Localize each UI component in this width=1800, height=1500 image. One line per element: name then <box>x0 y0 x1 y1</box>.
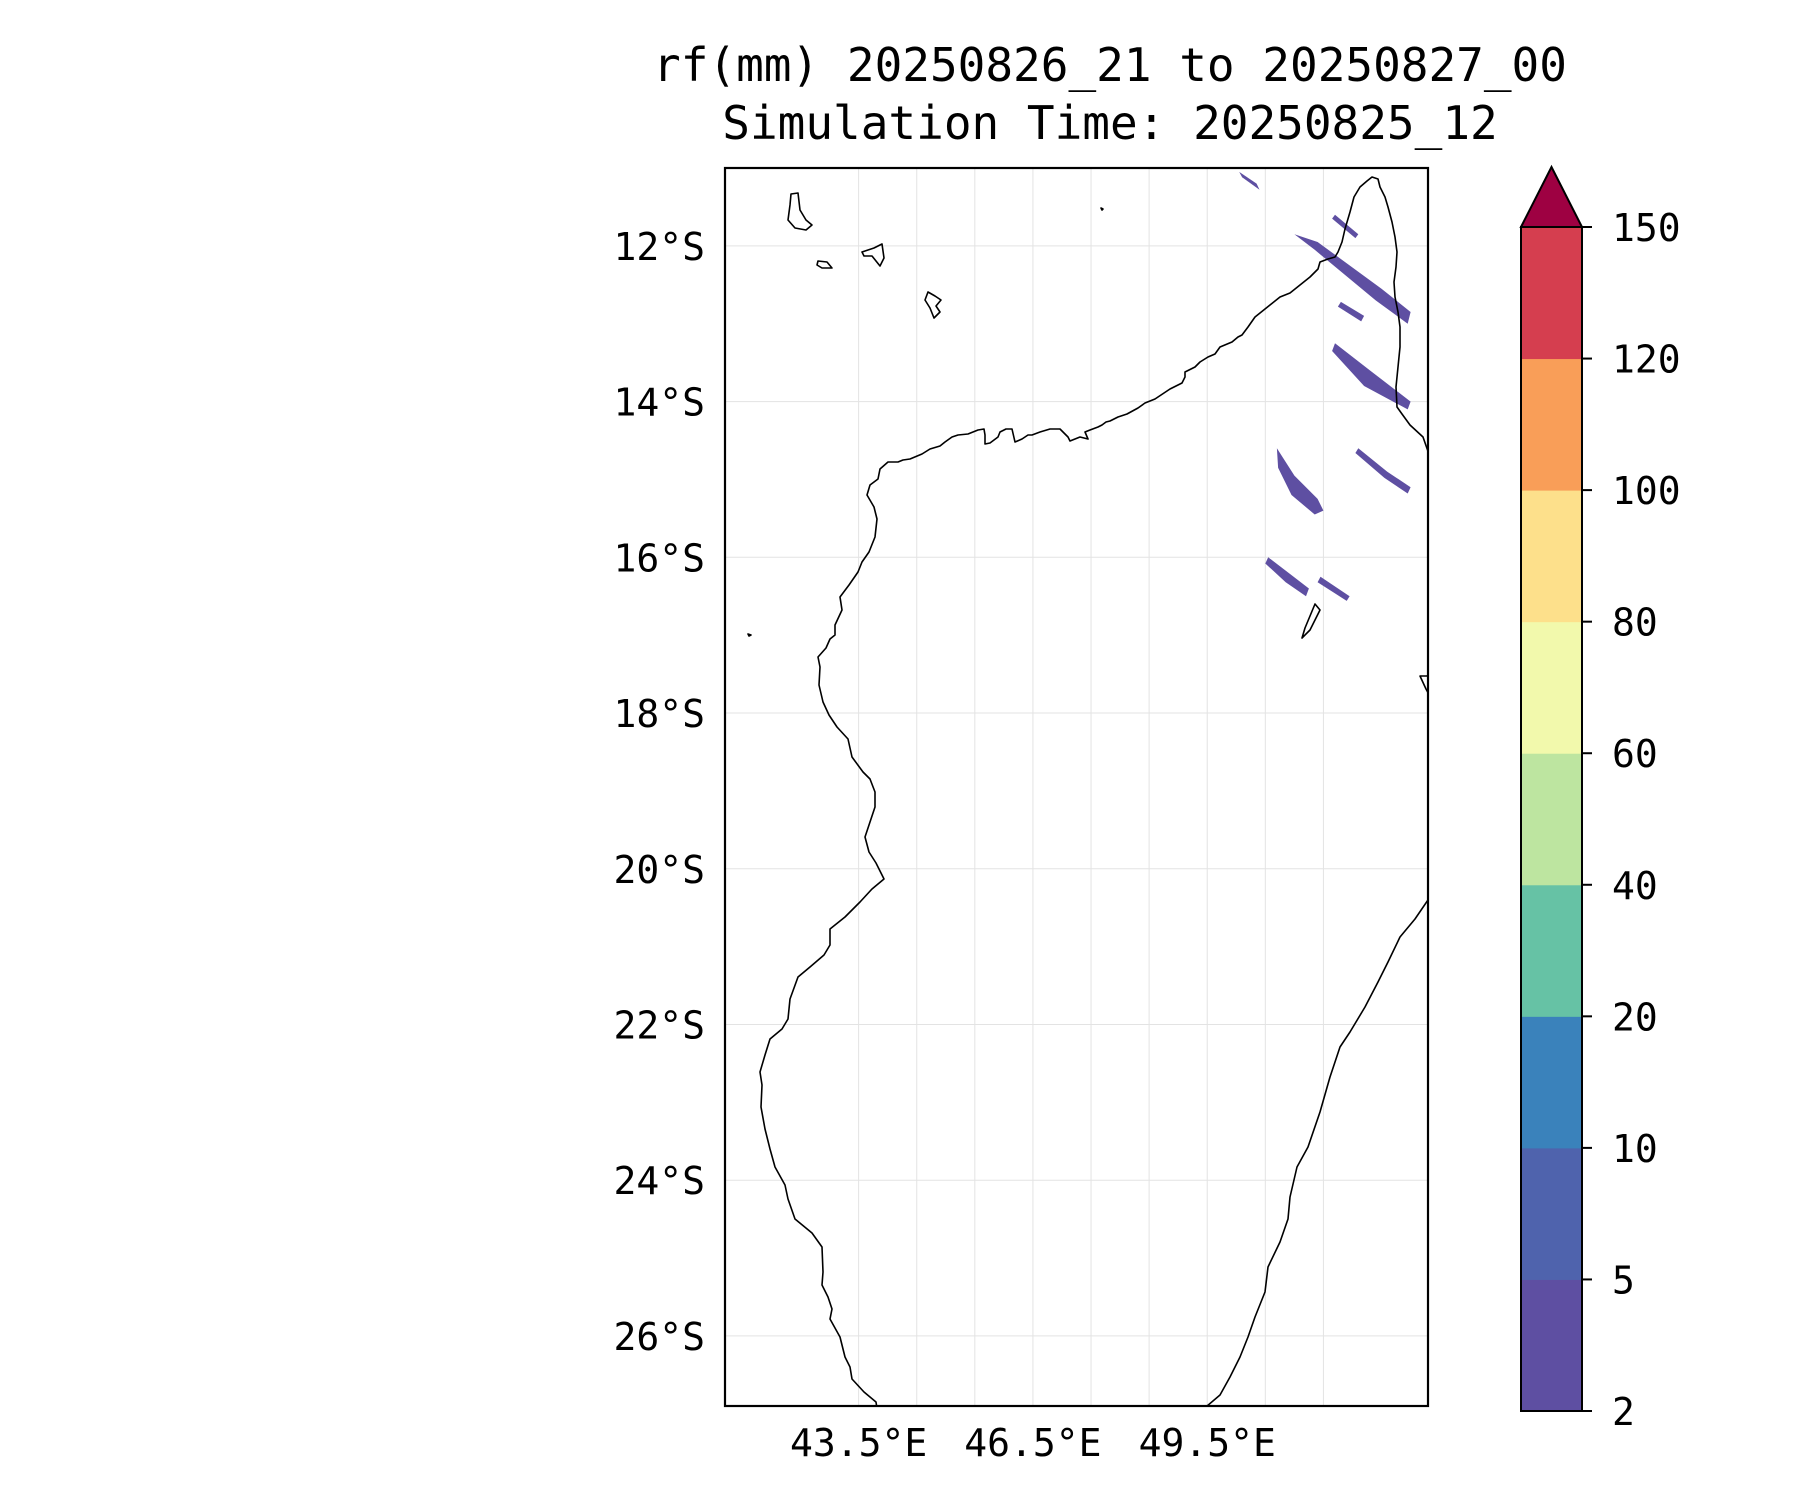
colorbar-frame <box>1520 226 1583 1412</box>
lon-tick-label: 43.5°E <box>790 1421 927 1465</box>
lon-tick-label: 49.5°E <box>1139 1421 1276 1465</box>
colorbar-tick-label: 5 <box>1612 1258 1635 1302</box>
rainfall-band <box>1355 448 1411 494</box>
lat-tick-label: 26°S <box>613 1315 705 1359</box>
glorieuses-coastline <box>1100 207 1104 211</box>
colorbar-segment <box>1521 753 1582 886</box>
rainfall-band <box>1337 301 1365 322</box>
lat-tick-label: 18°S <box>613 692 705 736</box>
lat-tick-label: 24°S <box>613 1159 705 1203</box>
colorbar-tick-label: 100 <box>1612 469 1681 513</box>
colorbar-tick-label: 2 <box>1612 1390 1635 1434</box>
rainfall-band <box>1332 343 1411 410</box>
lat-tick-label: 22°S <box>613 1003 705 1047</box>
colorbar-tick-label: 120 <box>1612 338 1681 382</box>
moheli-coastline <box>816 260 833 269</box>
lat-tick-label: 14°S <box>613 381 705 425</box>
lat-tick-label: 16°S <box>613 536 705 580</box>
colorbar-tick-label: 80 <box>1612 601 1658 645</box>
lat-tick-label: 12°S <box>613 225 705 269</box>
lon-tick-label: 46.5°E <box>964 1421 1101 1465</box>
colorbar-segment <box>1521 884 1582 1017</box>
map-title: rf(mm) 20250826_21 to 20250827_00 <box>653 38 1567 92</box>
sainte-marie-coastline <box>1301 603 1321 639</box>
colorbar-tick-label: 150 <box>1612 206 1681 250</box>
colorbar-segment <box>1521 227 1582 360</box>
map-subtitle: Simulation Time: 20250825_12 <box>722 96 1498 150</box>
rainfall-band <box>1317 576 1350 601</box>
rainfall-band <box>1294 234 1411 324</box>
madagascar-coastline <box>759 176 1428 1406</box>
colorbar: 2 5 10 20 40 60 80 100 120 150 <box>1519 164 1681 1434</box>
colorbar-tick-label: 40 <box>1612 864 1658 908</box>
grande-comore-coastline <box>787 192 813 231</box>
colorbar-tick-label: 60 <box>1612 732 1658 776</box>
colorbar-segment <box>1521 1147 1582 1280</box>
colorbar-segment <box>1521 490 1582 623</box>
map-frame <box>723 166 1430 1408</box>
colorbar-extend-arrow <box>1519 164 1584 228</box>
colorbar-tick-label: 10 <box>1612 1127 1658 1171</box>
rainfall-band <box>1276 448 1324 515</box>
rainfall-band <box>1265 557 1309 597</box>
colorbar-segment <box>1521 1279 1582 1412</box>
axis-ticks: 12°S 14°S 16°S 18°S 20°S 22°S 24°S 26°S 43.5°E 46… <box>613 225 1275 1465</box>
coastline <box>747 176 1428 1406</box>
juan-de-nova-coastline <box>747 633 752 637</box>
rainfall-band <box>1239 171 1260 190</box>
lat-tick-label: 20°S <box>613 848 705 892</box>
gridlines <box>725 168 1428 1406</box>
colorbar-segment <box>1521 621 1582 754</box>
colorbar-tick-label: 20 <box>1612 995 1658 1039</box>
colorbar-segment <box>1521 358 1582 491</box>
mayotte-coastline <box>924 291 942 319</box>
anjouan-coastline <box>861 243 885 267</box>
rainfall-layer <box>1239 171 1411 601</box>
colorbar-segment <box>1521 1016 1582 1149</box>
